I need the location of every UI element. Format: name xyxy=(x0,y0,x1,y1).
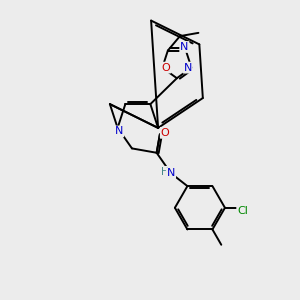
Text: N: N xyxy=(167,168,175,178)
Text: O: O xyxy=(161,128,170,138)
Text: Cl: Cl xyxy=(237,206,248,216)
Text: N: N xyxy=(183,63,192,73)
Text: N: N xyxy=(115,126,123,136)
Text: N: N xyxy=(180,42,189,52)
Text: H: H xyxy=(160,167,168,177)
Text: O: O xyxy=(161,63,170,73)
